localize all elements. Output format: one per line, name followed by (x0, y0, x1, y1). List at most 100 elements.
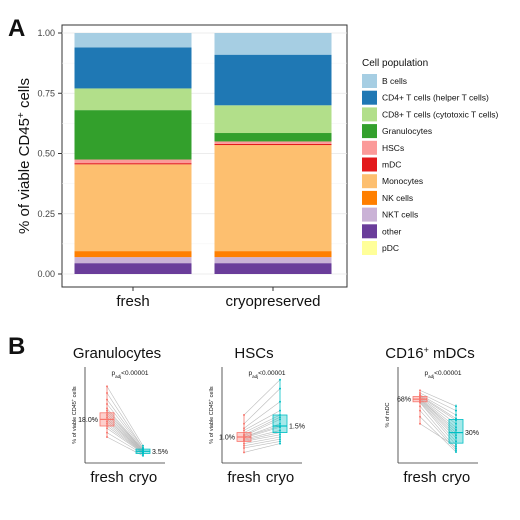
y-tick-label: 1.00 (37, 28, 55, 38)
data-point (455, 440, 457, 443)
granulocytes-boxplot: Granulocytes padj<0.00001 % of viable CD45… (70, 345, 168, 486)
x-tick-label-fresh: fresh (90, 469, 123, 486)
data-point (279, 416, 281, 419)
paired-line (243, 416, 281, 436)
paired-line (243, 443, 281, 453)
legend-swatch-b-cells (362, 74, 377, 88)
cd16-mdcs-boxplot: CD16+ mDCs padj<0.00001 % of mDC 68% fresh 30… (385, 345, 479, 486)
data-point (106, 436, 108, 438)
data-point (142, 444, 144, 447)
paired-line (243, 379, 281, 416)
y-axis-label: % of viable CD45+ cells (16, 78, 34, 234)
data-point (455, 445, 457, 448)
data-point (279, 414, 281, 416)
data-point (243, 427, 245, 430)
paired-line (106, 419, 144, 452)
y-tick-label: 0.25 (37, 209, 55, 219)
paired-line (419, 398, 457, 428)
legend-swatch-granulocytes (362, 124, 377, 139)
paired-line (419, 399, 457, 436)
legend-swatch-other (362, 224, 377, 239)
paired-line (106, 392, 144, 449)
paired-line (419, 390, 457, 407)
bar-segment-nkt-cells-fresh (74, 257, 192, 264)
legend-label-nk-cells: NK cells (382, 193, 413, 203)
x-tick-label-cryopreserved: cryopreserved (225, 293, 320, 310)
panel-title: CD16+ mDCs (385, 345, 474, 362)
paired-line (243, 401, 281, 429)
data-point (455, 426, 457, 429)
x-tick-label-cryo: cryo (266, 469, 294, 486)
data-point (455, 443, 457, 446)
bar-segment-cd8-t-cells-cytotoxic-t-cells-fresh (74, 88, 192, 111)
data-point (106, 416, 108, 419)
panel-title: Granulocytes (73, 345, 161, 362)
data-point (142, 454, 144, 457)
bar-segment-granulocytes-fresh (74, 110, 192, 160)
paired-line (243, 430, 281, 440)
legend-label-monocytes: Monocytes (382, 176, 423, 186)
y-axis-label: % of viable CD45+ cells (207, 386, 216, 444)
legend-swatch-cd8-t-cells-cytotoxic-t-cells (362, 107, 377, 122)
paired-line (106, 408, 144, 450)
paired-line (243, 436, 281, 444)
data-point (455, 436, 457, 439)
bar-segment-b-cells-fresh (74, 33, 192, 48)
paired-line (106, 414, 144, 451)
legend-label-b-cells: B cells (382, 76, 407, 86)
legend-label-mdc: mDC (382, 160, 401, 170)
y-axis-label: % of mDC (385, 402, 391, 427)
legend-swatch-mdc (362, 157, 377, 172)
data-point (243, 444, 245, 447)
stacked-bar-chart: 0.000.250.500.751.00 fresh cryopreserved … (16, 24, 498, 310)
paired-line (243, 419, 281, 437)
data-point (455, 434, 457, 437)
bar-segment-hscs-fresh (74, 159, 192, 164)
median-label-fresh: 1.0% (219, 435, 235, 442)
median-label-cryo: 3.5% (152, 449, 168, 456)
data-point (455, 405, 457, 408)
panel-label-b: B (8, 333, 25, 360)
y-tick-label: 0.75 (37, 88, 55, 98)
data-point (106, 409, 108, 412)
data-point (106, 431, 108, 434)
legend-label-pdc: pDC (382, 243, 399, 253)
data-point (279, 418, 281, 421)
paired-line (419, 416, 457, 453)
median-label-cryo: 30% (465, 430, 479, 437)
data-point (455, 414, 457, 416)
paired-line (419, 398, 457, 433)
data-point (243, 442, 245, 445)
x-tick-label-fresh: fresh (227, 469, 260, 486)
data-point (243, 422, 245, 425)
median-label-cryo: 1.5% (289, 424, 305, 431)
data-point (243, 447, 245, 449)
data-point (419, 401, 421, 404)
data-point (106, 420, 108, 423)
x-tick-label-cryo: cryo (129, 469, 157, 486)
paired-line (106, 386, 144, 446)
data-point (419, 409, 421, 412)
paired-line (106, 416, 144, 452)
data-point (279, 442, 281, 445)
data-point (106, 414, 108, 416)
data-point (106, 385, 108, 388)
data-point (279, 426, 281, 429)
plot-border (61, 24, 348, 288)
paired-line (243, 425, 281, 438)
data-point (419, 389, 421, 392)
bar-segment-cd8-t-cells-cytotoxic-t-cells-cryopreserved (214, 105, 332, 134)
data-point (279, 387, 281, 390)
p-value-label: padj<0.00001 (425, 370, 462, 379)
bar-segment-monocytes-cryopreserved (214, 145, 332, 252)
legend-label-other: other (382, 226, 402, 236)
median-label-fresh: 18.0% (78, 417, 98, 424)
x-tick-label-fresh: fresh (116, 293, 149, 310)
data-point (279, 429, 281, 432)
paired-line (419, 401, 457, 442)
legend-swatch-pdc (362, 241, 377, 255)
paired-line (106, 432, 144, 455)
paired-line (106, 436, 144, 456)
paired-line (106, 423, 144, 453)
